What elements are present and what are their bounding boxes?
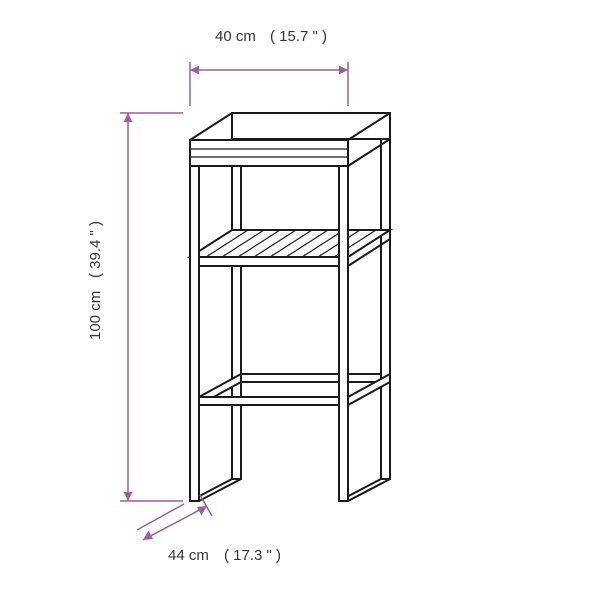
stool-drawing xyxy=(190,113,390,501)
depth-in-label: ( 17.3 " ) xyxy=(224,547,281,564)
dimension-width: 40 cm ( 15.7 " ) xyxy=(190,28,348,106)
depth-cm-label: 44 cm xyxy=(168,547,209,564)
dimension-height: 100 cm ( 39.4 " ) xyxy=(87,113,183,501)
width-in-label: ( 15.7 " ) xyxy=(270,28,327,45)
stool-dimension-diagram: 40 cm ( 15.7 " ) 100 cm ( 39.4 " ) 44 cm… xyxy=(0,0,600,600)
height-cm-label: 100 cm xyxy=(87,291,104,340)
width-cm-label: 40 cm xyxy=(215,28,256,45)
dimension-depth: 44 cm ( 17.3 " ) xyxy=(137,495,281,564)
height-in-label: ( 39.4 " ) xyxy=(87,221,104,278)
